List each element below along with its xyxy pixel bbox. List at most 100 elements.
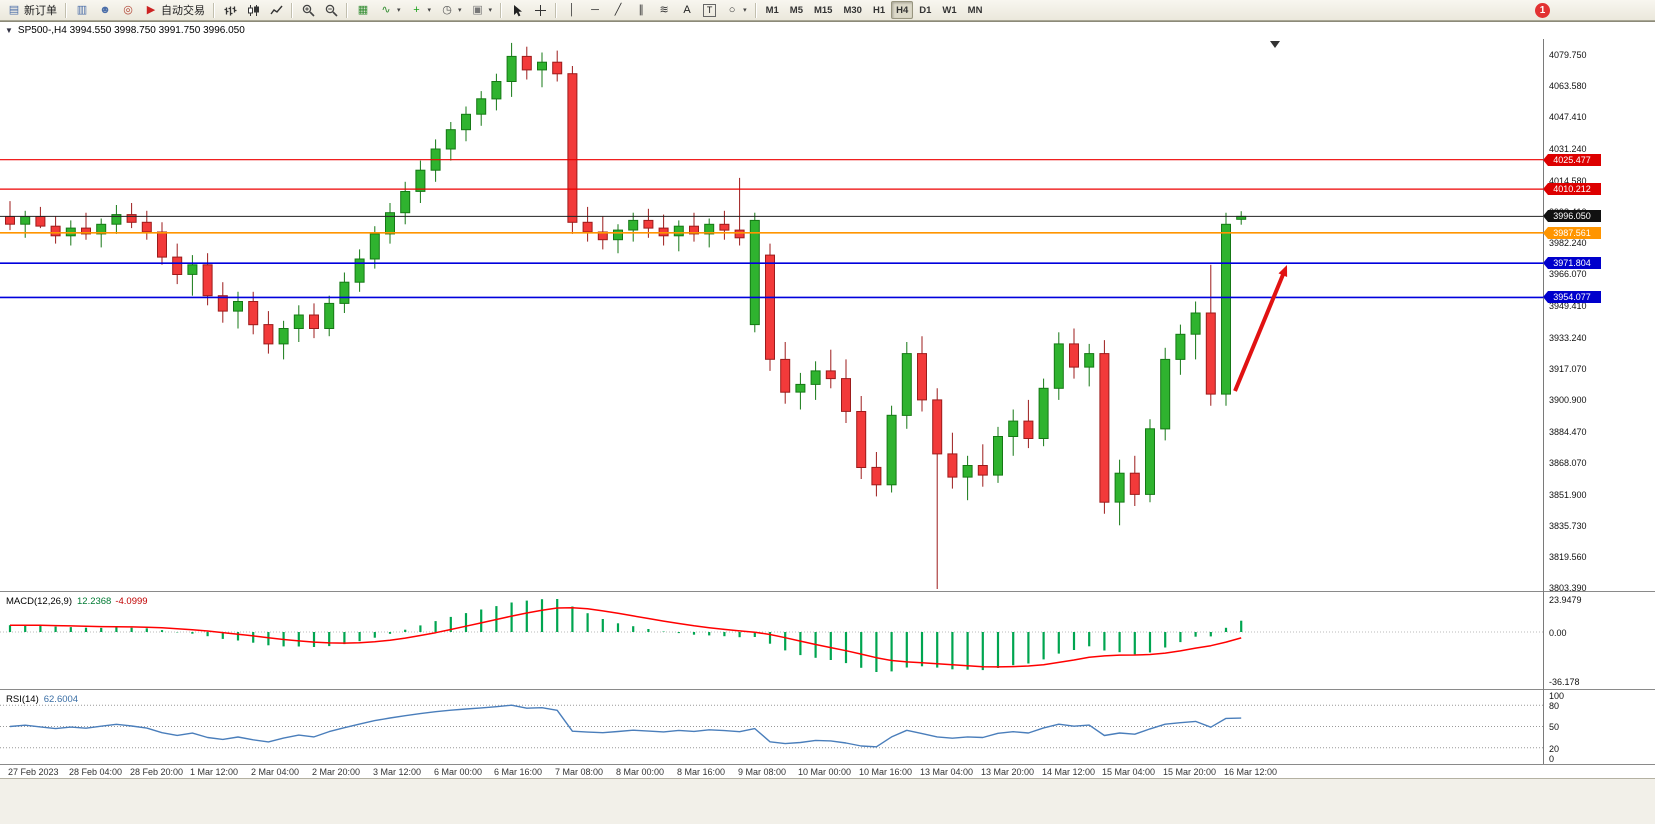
- candle: [354, 249, 365, 292]
- candle: [506, 42, 517, 97]
- label-button[interactable]: T: [699, 1, 720, 19]
- candle: [734, 177, 745, 246]
- fibonacci-button[interactable]: ≋: [653, 1, 675, 19]
- panel-divider[interactable]: [0, 689, 1655, 690]
- macd-main-value: 12.2368: [77, 596, 112, 607]
- timeframe-m1-button[interactable]: M1: [761, 1, 784, 19]
- trendline-button[interactable]: ╱: [607, 1, 629, 19]
- rsi-axis-label: 100: [1549, 691, 1565, 701]
- shapes-icon: ○: [728, 4, 736, 16]
- price-axis-label: 3835.730: [1549, 521, 1587, 531]
- toolbar-separator: [346, 2, 348, 18]
- rsi-axis-label: 0: [1549, 754, 1555, 764]
- time-axis-label: 10 Mar 00:00: [798, 767, 852, 777]
- arrow-annotation[interactable]: [1233, 265, 1288, 392]
- text-button[interactable]: A: [676, 1, 698, 19]
- charts-button[interactable]: ▥: [71, 1, 93, 19]
- candle: [1129, 455, 1140, 506]
- dropdown-arrow-icon: ▾: [743, 7, 747, 14]
- panel-divider[interactable]: [0, 764, 1655, 765]
- candle: [445, 122, 456, 161]
- rsi-plot[interactable]: [0, 691, 1543, 762]
- tile-windows-button[interactable]: ▦: [352, 1, 374, 19]
- vertical-line-button[interactable]: │: [561, 1, 583, 19]
- time-axis-label: 9 Mar 08:00: [738, 767, 787, 777]
- timeframe-d1-button[interactable]: D1: [914, 1, 936, 19]
- candle: [50, 216, 61, 244]
- cursor-icon: [510, 3, 524, 17]
- horizontal-line-button[interactable]: ─: [584, 1, 606, 19]
- rsi-axis-label: 80: [1549, 701, 1560, 711]
- candle: [552, 50, 563, 82]
- candle: [309, 303, 319, 339]
- chart-title-bar: ▼ SP500-,H4 3994.550 3998.750 3991.750 3…: [5, 25, 245, 36]
- candle: [278, 320, 289, 360]
- price-chart-plot[interactable]: [0, 39, 1543, 589]
- candle: [810, 361, 821, 400]
- candle: [658, 214, 669, 246]
- periods-button[interactable]: ◷ ▾: [436, 1, 466, 19]
- timeframe-m15-button[interactable]: M15: [809, 1, 837, 19]
- time-axis-label: 3 Mar 12:00: [373, 767, 422, 777]
- zoom-in-button[interactable]: [297, 1, 319, 19]
- notifications-badge[interactable]: 1: [1535, 2, 1550, 18]
- zoom-out-button[interactable]: [320, 1, 342, 19]
- candlestick-chart-button[interactable]: [242, 1, 264, 19]
- price-axis-label: 3851.900: [1549, 490, 1587, 500]
- templates-button[interactable]: ▣ ▾: [467, 1, 497, 19]
- charts-icon: ▥: [76, 4, 88, 16]
- candle: [537, 52, 547, 88]
- time-axis: 27 Feb 2023 28 Feb 04:00 28 Feb 20:00 1 Mar…: [0, 766, 1655, 779]
- indicators-button[interactable]: ∿ ▾: [375, 1, 405, 19]
- shapes-button[interactable]: ○ ▾: [721, 1, 751, 19]
- cursor-button[interactable]: [506, 1, 528, 19]
- timeframe-h1-button[interactable]: H1: [868, 1, 890, 19]
- candle: [415, 160, 426, 203]
- zoom-in-icon: [301, 3, 315, 17]
- price-tag: 3971.804: [1543, 257, 1601, 269]
- macd-axis-label: -36.178: [1549, 677, 1580, 687]
- status-bar: [0, 778, 1655, 824]
- candle: [1205, 264, 1216, 406]
- chart-shift-marker[interactable]: [1270, 41, 1280, 48]
- candle: [491, 73, 502, 111]
- timeframe-mn-button[interactable]: MN: [963, 1, 988, 19]
- time-axis-label: 15 Mar 20:00: [1163, 767, 1217, 777]
- add-indicator-button[interactable]: + ▾: [406, 1, 436, 19]
- candle: [187, 255, 198, 296]
- timeframe-h4-button[interactable]: H4: [891, 1, 914, 19]
- timeframe-m5-button[interactable]: M5: [785, 1, 808, 19]
- bar-chart-button[interactable]: [219, 1, 241, 19]
- candle: [248, 291, 259, 335]
- time-axis-label: 8 Mar 00:00: [616, 767, 665, 777]
- new-order-button[interactable]: ▤ 新订单: [3, 1, 61, 19]
- price-axis-label: 3803.390: [1549, 583, 1587, 593]
- community-button[interactable]: ◎: [117, 1, 139, 19]
- time-axis-label: 13 Mar 20:00: [981, 767, 1035, 777]
- chart-collapse-icon[interactable]: ▼: [5, 26, 13, 35]
- timeframe-w1-button[interactable]: W1: [937, 1, 961, 19]
- rsi-value: 62.6004: [43, 694, 79, 705]
- macd-plot[interactable]: [0, 593, 1543, 687]
- new-order-button-label: 新订单: [24, 5, 57, 17]
- crosshair-button[interactable]: [529, 1, 551, 19]
- profile-button[interactable]: ☻: [94, 1, 116, 19]
- price-axis-label: 3949.410: [1549, 301, 1587, 311]
- candle: [947, 432, 958, 489]
- timeframe-m30-button[interactable]: M30: [838, 1, 866, 19]
- macd-name: MACD(12,26,9): [6, 596, 72, 607]
- time-axis-label: 15 Mar 04:00: [1102, 767, 1156, 777]
- equidistant-channel-button[interactable]: ∥: [630, 1, 652, 19]
- line-chart-button[interactable]: [265, 1, 287, 19]
- candle: [886, 405, 897, 493]
- panel-divider[interactable]: [0, 591, 1655, 592]
- candle: [111, 205, 122, 234]
- community-icon: ◎: [123, 4, 133, 16]
- candle: [1190, 301, 1201, 360]
- price-axis-label: 4063.580: [1549, 81, 1587, 91]
- price-axis-label: 3884.470: [1549, 427, 1587, 437]
- candle: [825, 349, 836, 389]
- toolbar-separator: [754, 2, 757, 18]
- candle: [1145, 419, 1155, 503]
- autotrading-button[interactable]: ▶ 自动交易: [140, 1, 209, 19]
